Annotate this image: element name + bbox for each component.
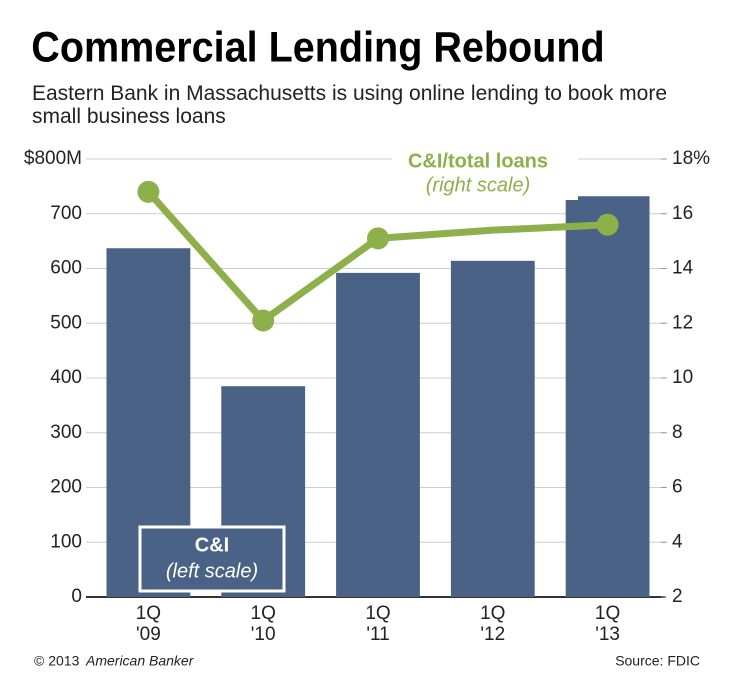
y-tick-label: 100 [50,531,82,552]
bar [450,260,535,597]
line-marker [137,180,160,203]
bar-legend-name: C&I [195,534,229,556]
bar [336,272,420,597]
line-marker [367,227,389,250]
y2-tick-label: 14 [672,258,694,279]
source: Source: FDIC [615,653,700,669]
x-tick-label: 1Q '12 [480,603,506,645]
y2-tick-label: 6 [672,477,683,498]
y2-tick-label: 8 [672,422,683,443]
y2-tick-label: 18% [672,148,710,169]
y-tick-label: 0 [71,586,82,607]
line-marker [596,213,619,236]
y2-tick-label: 4 [672,531,683,552]
x-tick-label: 1Q '11 [365,603,391,645]
y-tick-label: $800M [24,148,82,169]
y-tick-label: 700 [50,203,82,224]
line-marker [252,309,275,332]
y-tick-label: 200 [50,477,82,498]
x-tick-label: 1Q '09 [135,603,162,645]
y2-tick-label: 16 [672,203,693,224]
subtitle-box: Eastern Bank in Massachusetts is using o… [32,82,668,128]
chart-title: Commercial Lending Rebound [31,23,604,71]
x-tick-label: 1Q '13 [594,603,621,645]
y-tick-label: 300 [50,422,82,443]
line-legend-name: C&I/total loans [408,150,548,172]
y2-tick-label: 10 [672,367,693,388]
y-tick-label: 500 [50,312,82,333]
bar [565,196,650,598]
bar-legend-box [138,525,286,593]
line-legend-note: (right scale) [426,174,530,196]
y-tick-label: 600 [50,258,82,279]
y2-tick-label: 12 [672,312,693,333]
copyright: © 2013 [34,653,80,669]
y-tick-label: 400 [50,367,82,388]
x-tick-label: 1Q '10 [250,603,276,645]
chart-subtitle: Eastern Bank in Massachusetts is using o… [32,82,668,128]
bar-legend-note: (left scale) [166,560,258,582]
publisher: American Banker [85,653,195,669]
y2-tick-label: 2 [672,586,683,607]
line-legend-bg [392,148,578,200]
